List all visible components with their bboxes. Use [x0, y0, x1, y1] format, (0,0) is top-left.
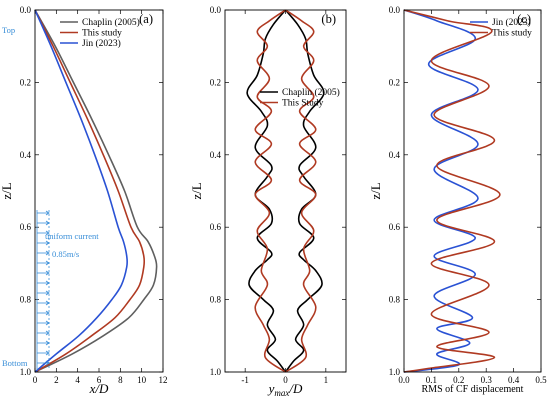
y-tick-label: 0.4	[389, 150, 401, 160]
series-line-1	[34, 9, 158, 373]
x-axis-label: RMS of CF displacement	[422, 384, 524, 395]
x-tick-label: -1	[241, 375, 249, 385]
legend-label-1: Jin (2023)	[492, 17, 531, 28]
legend-label-1: Chaplin (2005)	[82, 17, 140, 28]
y-tick-label: 0.6	[389, 222, 401, 232]
y-axis-label: z/L	[0, 182, 14, 199]
y-tick-label: 0.8	[210, 295, 222, 305]
y-tick-label: 0.2	[20, 77, 31, 87]
y-tick-label: 0.0	[389, 5, 401, 15]
panel-a: 0 2 4 6 8 10 12 0.0 0.2 0.4 0.6 0.8 1.0 x/D z/L (a)Chap…	[0, 5, 168, 396]
plot-frame	[224, 9, 347, 373]
y-tick-label: 1.0	[20, 367, 32, 377]
x-tick-label: 2	[54, 375, 59, 385]
current-arrow-head	[45, 210, 50, 216]
x-tick-label: 0.5	[535, 375, 547, 385]
current-arrow-head	[45, 290, 50, 296]
legend-label-3: Jin (2023)	[82, 38, 121, 49]
x-axis-label: ymax/D	[267, 381, 303, 398]
x-tick-label: 10	[137, 375, 147, 385]
x-tick-label: 12	[159, 375, 168, 385]
current-arrow-head	[45, 350, 50, 356]
x-tick-label: 6	[97, 375, 102, 385]
annotation-current: uniform current	[45, 231, 99, 241]
series-line-1	[246, 9, 325, 373]
current-arrow-head	[45, 280, 50, 286]
y-axis-label: z/L	[189, 182, 204, 199]
x-tick-label: 4	[75, 375, 80, 385]
y-tick-label: 0.2	[210, 77, 221, 87]
y-tick-label: 0.4	[210, 150, 222, 160]
series-line-3	[34, 9, 129, 373]
x-tick-label: 0.0	[398, 375, 410, 385]
series-line-2	[34, 9, 146, 373]
x-tick-label: 0.1	[426, 375, 437, 385]
y-tick-label: 0.0	[210, 5, 222, 15]
y-tick-label: 0.2	[389, 77, 400, 87]
annotation-bottom: Bottom	[2, 358, 28, 368]
y-tick-label: 1.0	[210, 367, 222, 377]
current-arrow-head	[45, 360, 50, 366]
current-arrow-head	[45, 220, 50, 226]
plot-frame	[403, 9, 542, 373]
current-arrow-head	[45, 340, 50, 346]
panel-tag: (c)	[517, 12, 531, 26]
panel-tag: (a)	[139, 12, 153, 26]
y-tick-label: 0.4	[20, 150, 32, 160]
y-tick-label: 0.8	[20, 295, 32, 305]
series-line-2	[403, 9, 501, 373]
legend-label-2: This study	[82, 29, 122, 39]
y-tick-label: 0.8	[389, 295, 401, 305]
legend-label-2: This Study	[282, 99, 324, 109]
x-tick-label: 8	[118, 375, 123, 385]
x-tick-label: 0	[283, 375, 288, 385]
series-line-2	[254, 9, 317, 373]
current-arrow-head	[45, 260, 50, 266]
panel-tag: (b)	[321, 12, 336, 26]
panel-b: -1 0 1 0.0 0.2 0.4 0.6 0.8 1.0 ymax/D z/L (b) Chapli…	[189, 5, 347, 398]
current-arrow-head	[45, 270, 50, 276]
y-tick-label: 0.6	[20, 222, 32, 232]
x-tick-label: 0.2	[453, 375, 464, 385]
current-arrow-head	[45, 330, 50, 336]
current-arrow-head	[45, 300, 50, 306]
y-tick-label: 1.0	[389, 367, 401, 377]
current-arrow-head	[45, 310, 50, 316]
annotation-speed: 0.85m/s	[52, 249, 79, 259]
y-tick-label: 0.0	[20, 5, 32, 15]
current-arrow-head	[45, 250, 50, 256]
x-tick-label: 0	[33, 375, 38, 385]
current-arrow-head	[45, 320, 50, 326]
x-tick-label: 1	[324, 375, 329, 385]
y-axis-label: z/L	[368, 182, 383, 199]
x-tick-label: 0.3	[481, 375, 493, 385]
panel-c: 0.0 0.1 0.2 0.3 0.4 0.5 0.0 0.2 0.4 0.6 0.8 1.0 RMS …	[368, 5, 547, 395]
legend-label-2: This study	[492, 29, 532, 39]
annotation-top: Top	[2, 25, 15, 35]
current-arrow-head	[45, 240, 50, 246]
x-axis-label: x/D	[89, 381, 109, 396]
y-tick-label: 0.6	[210, 222, 222, 232]
x-tick-label: 0.4	[508, 375, 520, 385]
current-arrow-head	[45, 230, 50, 236]
plot-frame	[34, 9, 164, 373]
legend-label-1: Chaplin (2005)	[282, 87, 340, 98]
series-line-1	[403, 9, 479, 373]
